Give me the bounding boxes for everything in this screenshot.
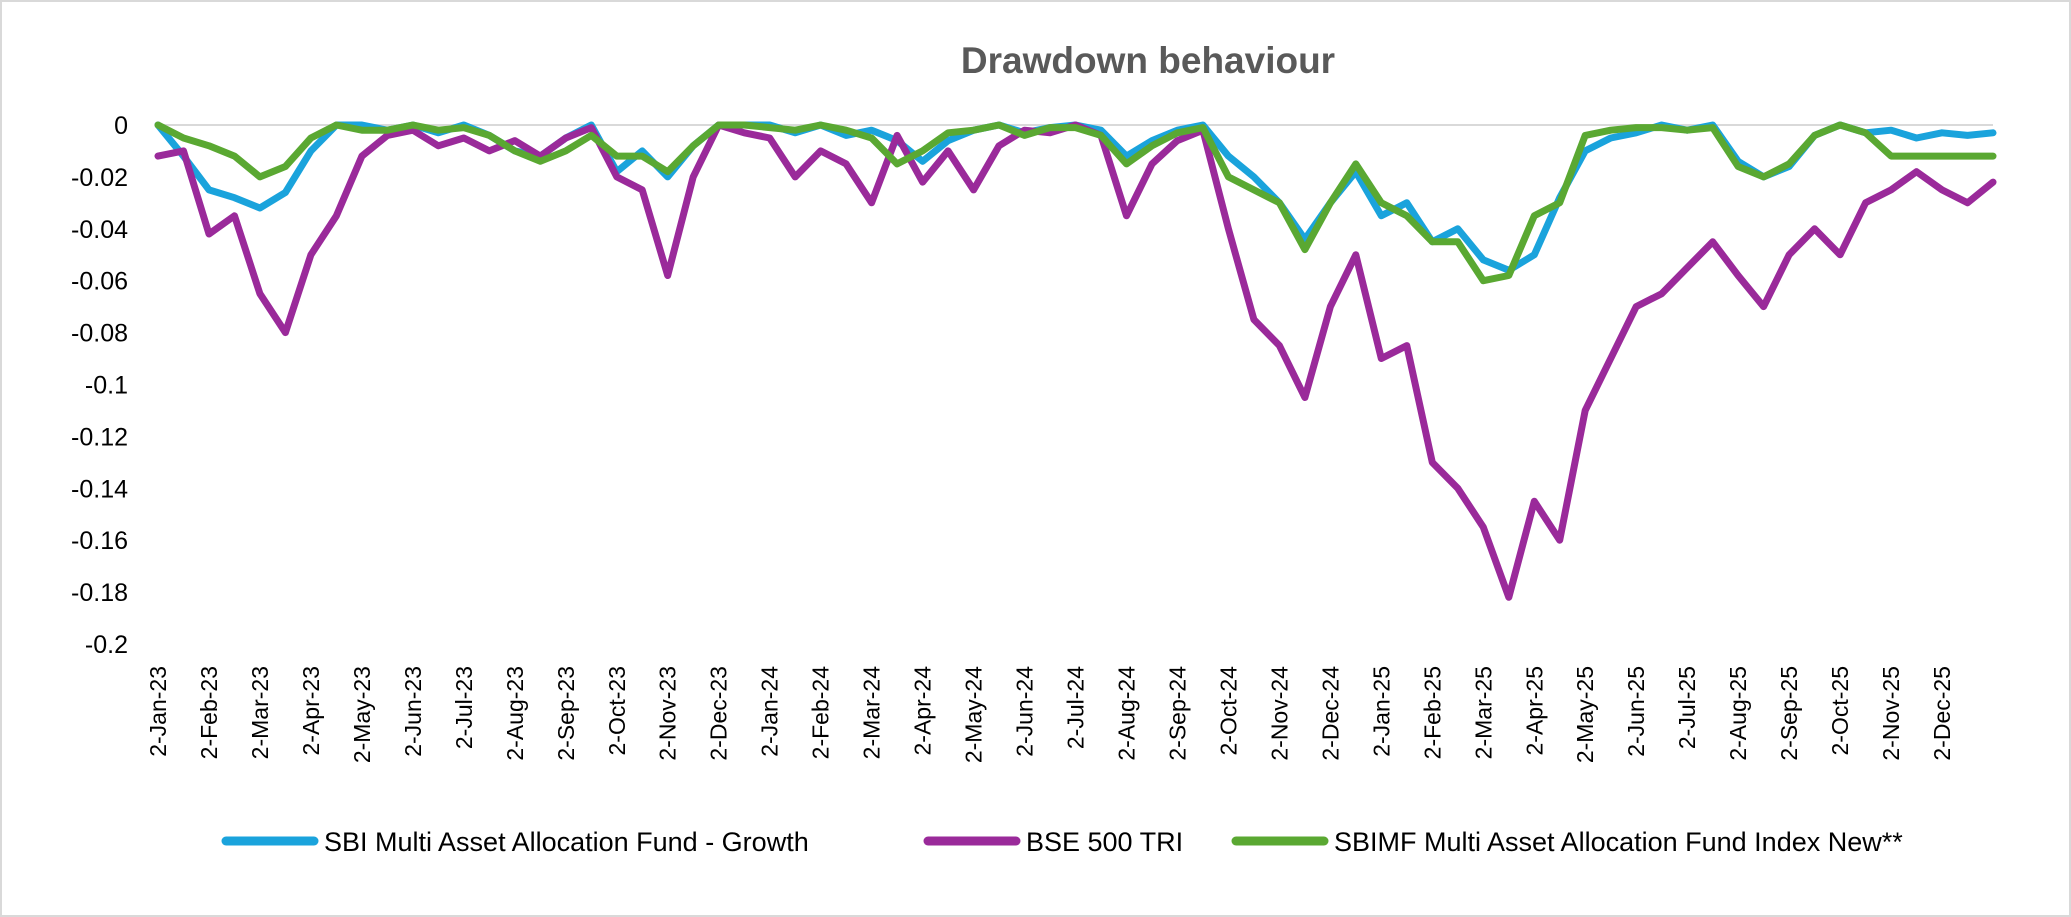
x-tick-label: 2-Oct-24 bbox=[1215, 666, 1241, 756]
x-tick-label: 2-Feb-25 bbox=[1419, 666, 1445, 759]
x-tick-label: 2-Aug-24 bbox=[1113, 666, 1139, 761]
y-tick-label: 0 bbox=[114, 112, 128, 140]
y-tick-label: -0.2 bbox=[85, 631, 128, 659]
x-tick-label: 2-Feb-23 bbox=[196, 666, 222, 759]
x-tick-label: 2-Mar-25 bbox=[1470, 666, 1496, 759]
series-layer bbox=[154, 121, 1997, 601]
x-tick-label: 2-Jul-24 bbox=[1063, 666, 1089, 749]
x-tick-label: 2-May-23 bbox=[349, 666, 375, 763]
y-tick-label: -0.02 bbox=[71, 164, 128, 192]
legend: SBI Multi Asset Allocation Fund - Growth… bbox=[221, 827, 1903, 857]
x-tick-label: 2-Aug-23 bbox=[502, 666, 528, 761]
y-tick-label: -0.06 bbox=[71, 268, 128, 296]
x-tick-label: 2-May-25 bbox=[1572, 666, 1598, 763]
y-tick-label: -0.14 bbox=[71, 475, 128, 503]
x-tick-label: 2-Jan-23 bbox=[145, 666, 171, 757]
y-tick-label: -0.12 bbox=[71, 423, 128, 451]
x-tick-label: 2-Apr-24 bbox=[910, 666, 936, 756]
legend-label: BSE 500 TRI bbox=[1026, 827, 1183, 857]
x-tick-label: 2-Apr-25 bbox=[1521, 666, 1547, 755]
legend-label: SBI Multi Asset Allocation Fund - Growth bbox=[324, 827, 809, 857]
x-tick-label: 2-Jan-24 bbox=[757, 666, 783, 757]
y-tick-label: -0.08 bbox=[71, 320, 128, 348]
x-tick-label: 2-Dec-25 bbox=[1929, 666, 1955, 761]
x-tick-label: 2-Mar-24 bbox=[859, 666, 885, 760]
x-tick-label: 2-Feb-24 bbox=[808, 666, 834, 760]
x-tick-label: 2-May-24 bbox=[961, 666, 987, 763]
y-tick-label: -0.16 bbox=[71, 527, 128, 555]
series-line-3 bbox=[154, 121, 1997, 285]
x-tick-label: 2-Dec-23 bbox=[706, 666, 732, 761]
x-tick-label: 2-Nov-25 bbox=[1878, 666, 1904, 761]
x-tick-label: 2-Jan-25 bbox=[1368, 666, 1394, 757]
x-tick-label: 2-Jul-23 bbox=[451, 666, 477, 749]
x-tick-label: 2-Dec-24 bbox=[1317, 666, 1343, 761]
x-tick-label: 2-Nov-24 bbox=[1266, 666, 1292, 761]
x-tick-label: 2-Oct-23 bbox=[604, 666, 630, 755]
x-axis: 2-Jan-23 2-Feb-23 2-Mar-23 2-Apr-23 2-May-23… bbox=[145, 666, 1955, 763]
x-tick-label: 2-Apr-23 bbox=[298, 666, 324, 755]
x-tick-label: 2-Jul-25 bbox=[1674, 666, 1700, 749]
y-axis: 0 -0.02 -0.04 -0.06 -0.08 -0.1 -0.12 -0.14 -0.16… bbox=[71, 112, 1993, 659]
x-tick-label: 2-Sep-25 bbox=[1776, 666, 1802, 761]
x-tick-label: 2-Nov-23 bbox=[655, 666, 681, 761]
chart-title: Drawdown behaviour bbox=[961, 40, 1335, 81]
y-tick-label: -0.04 bbox=[71, 216, 128, 244]
x-tick-label: 2-Mar-23 bbox=[247, 666, 273, 759]
x-tick-label: 2-Oct-25 bbox=[1827, 666, 1853, 755]
x-tick-label: 2-Jun-25 bbox=[1623, 666, 1649, 757]
x-tick-label: 2-Jun-24 bbox=[1012, 666, 1038, 757]
x-tick-label: 2-Sep-23 bbox=[553, 666, 579, 761]
x-tick-label: 2-Aug-25 bbox=[1725, 666, 1751, 761]
legend-label: SBIMF Multi Asset Allocation Fund Index … bbox=[1334, 827, 1903, 857]
x-tick-label: 2-Jun-23 bbox=[400, 666, 426, 757]
y-tick-label: -0.1 bbox=[85, 372, 128, 400]
y-tick-label: -0.18 bbox=[71, 579, 128, 607]
x-tick-label: 2-Sep-24 bbox=[1164, 666, 1190, 761]
series-line-2 bbox=[154, 121, 1997, 601]
